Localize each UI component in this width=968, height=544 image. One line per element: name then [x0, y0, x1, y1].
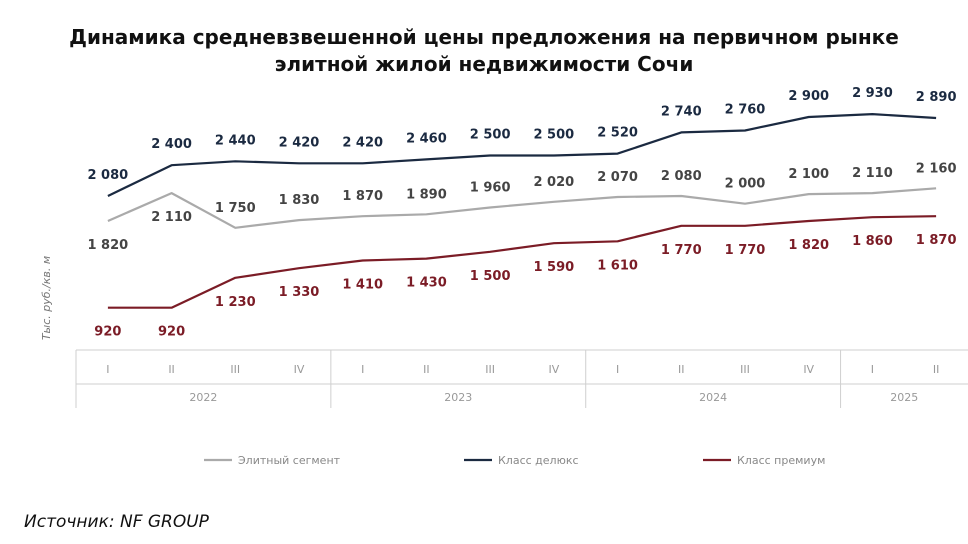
- line-deluxe-class: [107, 112, 937, 197]
- data-label-deluxe: 2 500: [470, 128, 511, 143]
- data-label-premium: 920: [158, 325, 185, 340]
- y-axis-label: Тыс. руб./кв. м: [40, 256, 53, 340]
- data-label-premium: 1 770: [725, 243, 766, 258]
- data-label-premium: 1 230: [215, 295, 256, 310]
- data-label-elite: 1 960: [470, 181, 511, 196]
- data-label-elite: 2 160: [916, 161, 957, 176]
- data-label-elite: 2 110: [151, 210, 192, 225]
- data-label-deluxe: 2 760: [725, 103, 766, 118]
- x-tick-year: 2023: [444, 391, 472, 404]
- data-label-elite: 1 830: [279, 193, 320, 208]
- source-note: Источник: NF GROUP: [24, 512, 209, 532]
- data-label-deluxe: 2 520: [597, 126, 638, 141]
- legend: Элитный сегмент Класс делюкс Класс премиум: [204, 454, 825, 467]
- x-tick-quarter: II: [933, 363, 940, 376]
- data-label-premium: 1 860: [852, 234, 893, 249]
- x-tick-quarter: III: [485, 363, 495, 376]
- data-label-elite: 1 870: [342, 189, 383, 204]
- data-label-premium: 1 430: [406, 276, 447, 291]
- data-label-elite: 2 020: [533, 175, 574, 190]
- data-label-elite: 2 000: [725, 177, 766, 192]
- legend-label: Класс делюкс: [498, 454, 579, 467]
- x-tick-quarter: II: [678, 363, 685, 376]
- x-tick-quarter: IV: [294, 363, 305, 376]
- data-label-deluxe: 2 420: [279, 135, 320, 150]
- data-label-deluxe: 2 900: [788, 89, 829, 104]
- x-tick-year: 2024: [699, 391, 727, 404]
- x-tick-quarter: I: [871, 363, 874, 376]
- x-tick-quarter: IV: [548, 363, 559, 376]
- line-premium-class: [107, 215, 937, 309]
- data-label-elite: 2 080: [661, 169, 702, 184]
- line-elite-segment: [107, 187, 937, 229]
- data-label-premium: 920: [94, 325, 121, 340]
- x-tick-year: 2022: [189, 391, 217, 404]
- data-label-elite: 1 750: [215, 201, 256, 216]
- labels-layer: 1 820 2 110 1 750 1 830 1 870 1 890 1 960 2 020…: [87, 86, 956, 340]
- chart-title-line-1: Динамика средневзвешенной цены предложен…: [69, 25, 899, 49]
- data-label-premium: 1 330: [279, 285, 320, 300]
- x-tick-year: 2025: [890, 391, 918, 404]
- x-tick-quarter: III: [230, 363, 240, 376]
- x-tick-quarter: I: [106, 363, 109, 376]
- data-label-premium: 1 870: [916, 233, 957, 248]
- data-label-premium: 1 820: [788, 238, 829, 253]
- data-label-deluxe: 2 420: [342, 135, 383, 150]
- data-label-premium: 1 770: [661, 243, 702, 258]
- data-label-deluxe: 2 400: [151, 137, 192, 152]
- data-label-deluxe: 2 080: [87, 168, 128, 183]
- legend-item-premium: Класс премиум: [703, 454, 825, 467]
- x-tick-quarter: II: [423, 363, 430, 376]
- data-label-deluxe: 2 740: [661, 104, 702, 119]
- data-label-premium: 1 590: [533, 260, 574, 275]
- data-label-deluxe: 2 890: [916, 90, 957, 105]
- legend-item-elite: Элитный сегмент: [204, 454, 341, 467]
- data-label-deluxe: 2 500: [533, 128, 574, 143]
- x-tick-quarter: II: [168, 363, 175, 376]
- data-label-premium: 1 410: [342, 278, 383, 293]
- lines-layer: [107, 112, 937, 309]
- data-label-deluxe: 2 440: [215, 133, 256, 148]
- data-label-deluxe: 2 930: [852, 86, 893, 101]
- data-label-elite: 2 070: [597, 170, 638, 185]
- x-tick-quarter: I: [361, 363, 364, 376]
- x-tick-quarter: I: [616, 363, 619, 376]
- legend-item-deluxe: Класс делюкс: [464, 454, 579, 467]
- legend-label: Элитный сегмент: [238, 454, 341, 467]
- chart-title: Динамика средневзвешенной цены предложен…: [0, 24, 968, 78]
- data-label-premium: 1 500: [470, 269, 511, 284]
- data-label-elite: 1 820: [87, 238, 128, 253]
- data-label-elite: 2 100: [788, 167, 829, 182]
- data-label-premium: 1 610: [597, 258, 638, 273]
- legend-label: Класс премиум: [737, 454, 825, 467]
- chart-title-line-2: элитной жилой недвижимости Сочи: [274, 52, 694, 76]
- x-tick-quarter: III: [740, 363, 750, 376]
- data-label-elite: 2 110: [852, 166, 893, 181]
- x-tick-quarter: IV: [803, 363, 814, 376]
- data-label-elite: 1 890: [406, 187, 447, 202]
- data-label-deluxe: 2 460: [406, 131, 447, 146]
